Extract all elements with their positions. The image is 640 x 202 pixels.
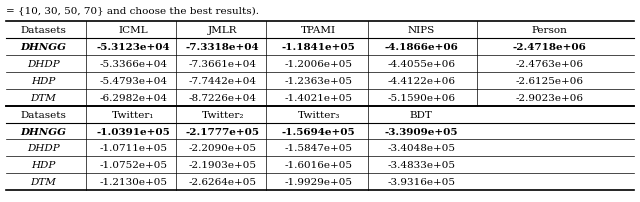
Text: -2.6264e+05: -2.6264e+05	[189, 177, 257, 186]
Text: -4.4055e+06: -4.4055e+06	[387, 60, 455, 69]
Text: -1.5694e+05: -1.5694e+05	[282, 127, 356, 136]
Text: TPAMI: TPAMI	[301, 26, 336, 35]
Text: JMLR: JMLR	[208, 26, 237, 35]
Text: BDT: BDT	[410, 110, 433, 119]
Text: ICML: ICML	[118, 26, 148, 35]
Text: -5.1590e+06: -5.1590e+06	[387, 93, 455, 102]
Text: -1.2130e+05: -1.2130e+05	[99, 177, 167, 186]
Text: DHDP: DHDP	[27, 144, 60, 153]
Text: -6.2982e+04: -6.2982e+04	[99, 93, 167, 102]
Text: -1.6016e+05: -1.6016e+05	[285, 160, 353, 169]
Text: -2.1903e+05: -2.1903e+05	[189, 160, 257, 169]
Text: -4.4122e+06: -4.4122e+06	[387, 76, 455, 85]
Text: Twitter₃: Twitter₃	[298, 110, 340, 119]
Text: DHDP: DHDP	[27, 60, 60, 69]
Text: Datasets: Datasets	[20, 110, 67, 119]
Text: Twitter₁: Twitter₁	[112, 110, 154, 119]
Text: -3.4833e+05: -3.4833e+05	[387, 160, 455, 169]
Text: -2.4763e+06: -2.4763e+06	[515, 60, 583, 69]
Text: NIPS: NIPS	[408, 26, 435, 35]
Text: -8.7226e+04: -8.7226e+04	[189, 93, 257, 102]
Text: HDP: HDP	[31, 160, 56, 169]
Text: DHNGG: DHNGG	[20, 43, 67, 52]
Text: DTM: DTM	[31, 177, 56, 186]
Text: Person: Person	[531, 26, 567, 35]
Text: -1.5847e+05: -1.5847e+05	[285, 144, 353, 153]
Text: -1.0391e+05: -1.0391e+05	[96, 127, 170, 136]
Text: HDP: HDP	[31, 76, 56, 85]
Text: DTM: DTM	[31, 93, 56, 102]
Text: -1.0711e+05: -1.0711e+05	[99, 144, 167, 153]
Text: -3.3909e+05: -3.3909e+05	[385, 127, 458, 136]
Text: -1.1841e+05: -1.1841e+05	[282, 43, 356, 52]
Text: Twitter₂: Twitter₂	[202, 110, 244, 119]
Text: -7.3318e+04: -7.3318e+04	[186, 43, 260, 52]
Text: -5.3123e+04: -5.3123e+04	[96, 43, 170, 52]
Text: -1.9929e+05: -1.9929e+05	[285, 177, 353, 186]
Text: -3.4048e+05: -3.4048e+05	[387, 144, 455, 153]
Text: -1.0752e+05: -1.0752e+05	[99, 160, 167, 169]
Text: -1.2006e+05: -1.2006e+05	[285, 60, 353, 69]
Text: -7.7442e+04: -7.7442e+04	[189, 76, 257, 85]
Text: Datasets: Datasets	[20, 26, 67, 35]
Text: -2.9023e+06: -2.9023e+06	[515, 93, 583, 102]
Text: -1.4021e+05: -1.4021e+05	[285, 93, 353, 102]
Text: -2.1777e+05: -2.1777e+05	[186, 127, 260, 136]
Text: -3.9316e+05: -3.9316e+05	[387, 177, 455, 186]
Text: = {10, 30, 50, 70} and choose the best results).: = {10, 30, 50, 70} and choose the best r…	[6, 6, 259, 15]
Text: -1.2363e+05: -1.2363e+05	[285, 76, 353, 85]
Text: -4.1866e+06: -4.1866e+06	[384, 43, 458, 52]
Text: -5.4793e+04: -5.4793e+04	[99, 76, 167, 85]
Text: -5.3366e+04: -5.3366e+04	[99, 60, 167, 69]
Text: DHNGG: DHNGG	[20, 127, 67, 136]
Text: -2.6125e+06: -2.6125e+06	[515, 76, 583, 85]
Text: -2.2090e+05: -2.2090e+05	[189, 144, 257, 153]
Text: -2.4718e+06: -2.4718e+06	[512, 43, 586, 52]
Text: -7.3661e+04: -7.3661e+04	[189, 60, 257, 69]
